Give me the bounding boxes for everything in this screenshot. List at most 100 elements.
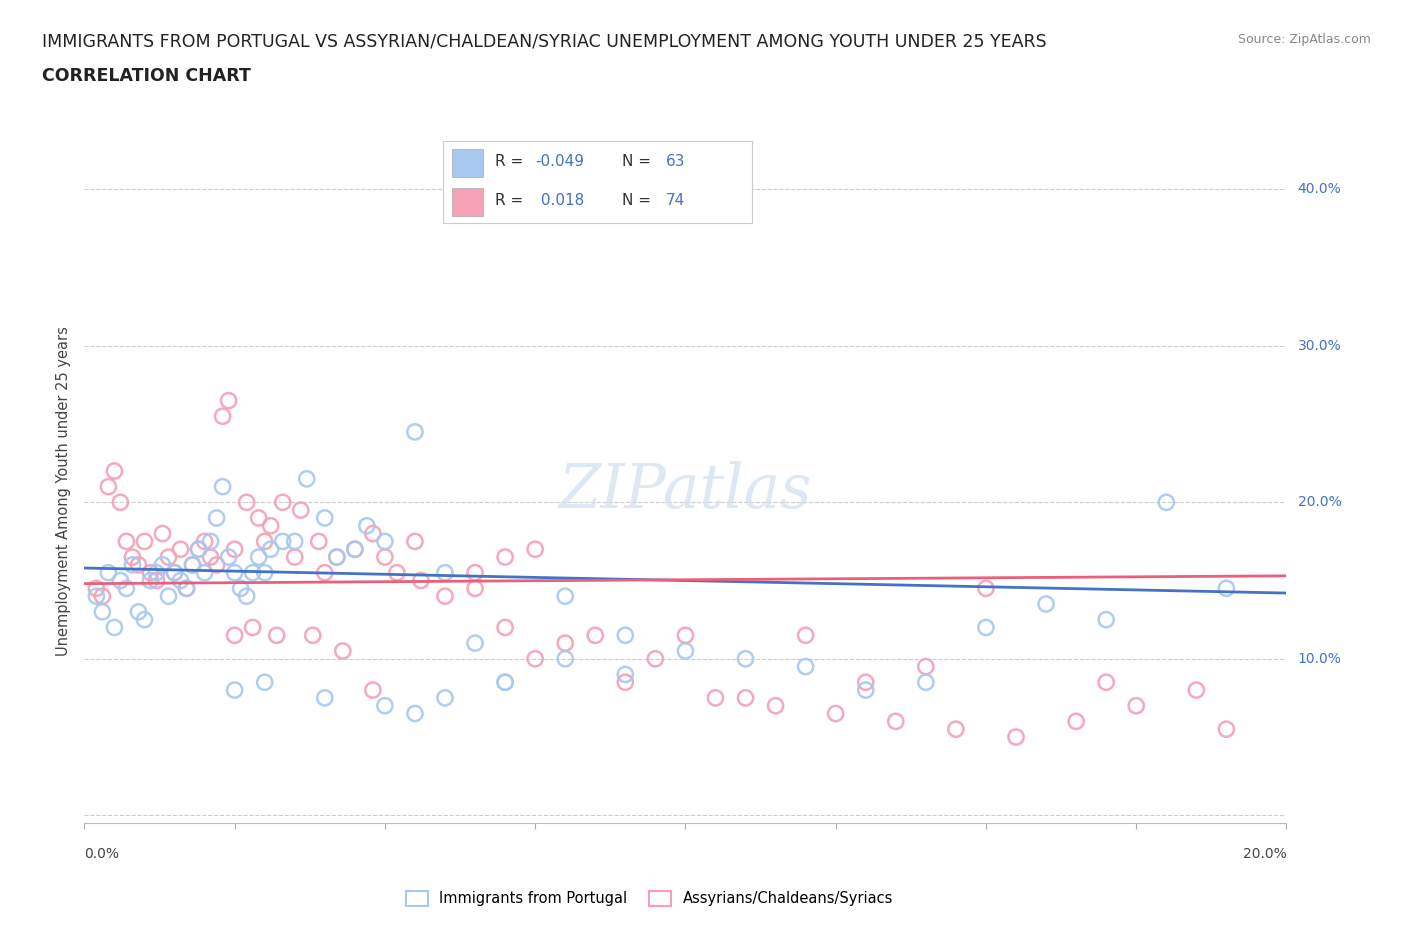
- Point: [229, 581, 252, 596]
- Point: [734, 651, 756, 666]
- Point: [260, 518, 283, 533]
- Point: [794, 628, 817, 643]
- Point: [235, 589, 257, 604]
- Point: [253, 534, 276, 549]
- Text: 63: 63: [665, 154, 685, 169]
- Point: [145, 573, 167, 588]
- Legend: Immigrants from Portugal, Assyrians/Chaldeans/Syriacs: Immigrants from Portugal, Assyrians/Chal…: [399, 885, 898, 912]
- Point: [614, 675, 637, 690]
- Point: [1215, 581, 1237, 596]
- Point: [314, 565, 336, 580]
- Point: [97, 565, 120, 580]
- Text: 20.0%: 20.0%: [1298, 496, 1341, 510]
- Point: [765, 698, 787, 713]
- Point: [235, 495, 257, 510]
- Point: [127, 557, 149, 572]
- Point: [86, 581, 108, 596]
- Point: [314, 511, 336, 525]
- Text: ZIPatlas: ZIPatlas: [558, 460, 813, 521]
- Point: [554, 636, 576, 651]
- Point: [139, 565, 162, 580]
- Y-axis label: Unemployment Among Youth under 25 years: Unemployment Among Youth under 25 years: [56, 326, 72, 656]
- Point: [91, 604, 114, 619]
- Point: [704, 690, 727, 705]
- Point: [187, 542, 209, 557]
- Text: 40.0%: 40.0%: [1298, 182, 1341, 196]
- Point: [464, 581, 486, 596]
- Point: [211, 409, 233, 424]
- Point: [855, 683, 877, 698]
- Point: [187, 542, 209, 557]
- Point: [614, 667, 637, 682]
- Point: [247, 511, 270, 525]
- Point: [434, 690, 457, 705]
- Point: [464, 565, 486, 580]
- Point: [974, 620, 997, 635]
- Text: 0.0%: 0.0%: [84, 846, 120, 861]
- Point: [284, 534, 307, 549]
- Point: [614, 628, 637, 643]
- Point: [734, 690, 756, 705]
- Point: [434, 589, 457, 604]
- Point: [1035, 596, 1057, 611]
- Text: R =: R =: [495, 193, 523, 207]
- Text: N =: N =: [623, 154, 651, 169]
- Point: [945, 722, 967, 737]
- Point: [152, 557, 174, 572]
- FancyBboxPatch shape: [453, 149, 484, 177]
- Point: [1064, 714, 1087, 729]
- Point: [343, 542, 366, 557]
- Point: [464, 636, 486, 651]
- Point: [200, 534, 222, 549]
- Point: [554, 589, 576, 604]
- Point: [524, 542, 547, 557]
- Point: [1125, 698, 1147, 713]
- Text: Source: ZipAtlas.com: Source: ZipAtlas.com: [1237, 33, 1371, 46]
- Point: [211, 479, 233, 494]
- Point: [583, 628, 606, 643]
- Text: 10.0%: 10.0%: [1298, 652, 1341, 666]
- Point: [110, 573, 132, 588]
- Point: [494, 620, 516, 635]
- Point: [855, 675, 877, 690]
- Point: [374, 698, 396, 713]
- Point: [374, 550, 396, 565]
- Point: [301, 628, 323, 643]
- Point: [434, 565, 457, 580]
- Point: [404, 424, 426, 439]
- Point: [1185, 683, 1208, 698]
- Point: [224, 683, 246, 698]
- Point: [361, 526, 384, 541]
- Point: [181, 557, 204, 572]
- Point: [284, 550, 307, 565]
- Text: 20.0%: 20.0%: [1243, 846, 1286, 861]
- Point: [404, 706, 426, 721]
- Point: [361, 683, 384, 698]
- Point: [1005, 729, 1028, 744]
- Point: [824, 706, 846, 721]
- Point: [271, 495, 294, 510]
- Point: [332, 644, 354, 658]
- Point: [242, 620, 264, 635]
- Point: [218, 393, 240, 408]
- Text: 74: 74: [665, 193, 685, 207]
- Point: [524, 651, 547, 666]
- Point: [242, 565, 264, 580]
- Point: [115, 534, 138, 549]
- Point: [205, 511, 228, 525]
- Point: [176, 581, 198, 596]
- Point: [157, 589, 180, 604]
- Point: [675, 628, 697, 643]
- Point: [271, 534, 294, 549]
- Point: [152, 526, 174, 541]
- Point: [224, 565, 246, 580]
- Point: [494, 675, 516, 690]
- Point: [374, 534, 396, 549]
- Point: [91, 589, 114, 604]
- Point: [97, 479, 120, 494]
- Point: [110, 495, 132, 510]
- Point: [205, 557, 228, 572]
- Point: [494, 550, 516, 565]
- Text: 30.0%: 30.0%: [1298, 339, 1341, 352]
- Point: [139, 573, 162, 588]
